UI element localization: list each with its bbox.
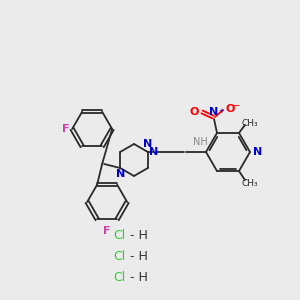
Text: Cl: Cl [114,250,126,263]
Text: O: O [225,104,234,114]
Text: Cl: Cl [114,229,126,242]
Text: NH: NH [193,137,207,147]
Text: Cl: Cl [114,271,126,284]
Text: O: O [190,107,199,117]
Text: N: N [116,169,125,179]
Text: −: − [231,101,240,111]
Text: F: F [61,124,69,134]
Text: - H: - H [126,250,148,263]
Text: +: + [218,108,224,114]
Text: - H: - H [126,229,148,242]
Text: N: N [143,139,152,149]
Text: CH₃: CH₃ [241,119,258,128]
Text: F: F [103,226,111,236]
Text: - H: - H [126,271,148,284]
Text: N: N [253,147,262,157]
Text: N: N [209,107,219,117]
Text: N: N [149,147,159,157]
Text: CH₃: CH₃ [241,179,258,188]
